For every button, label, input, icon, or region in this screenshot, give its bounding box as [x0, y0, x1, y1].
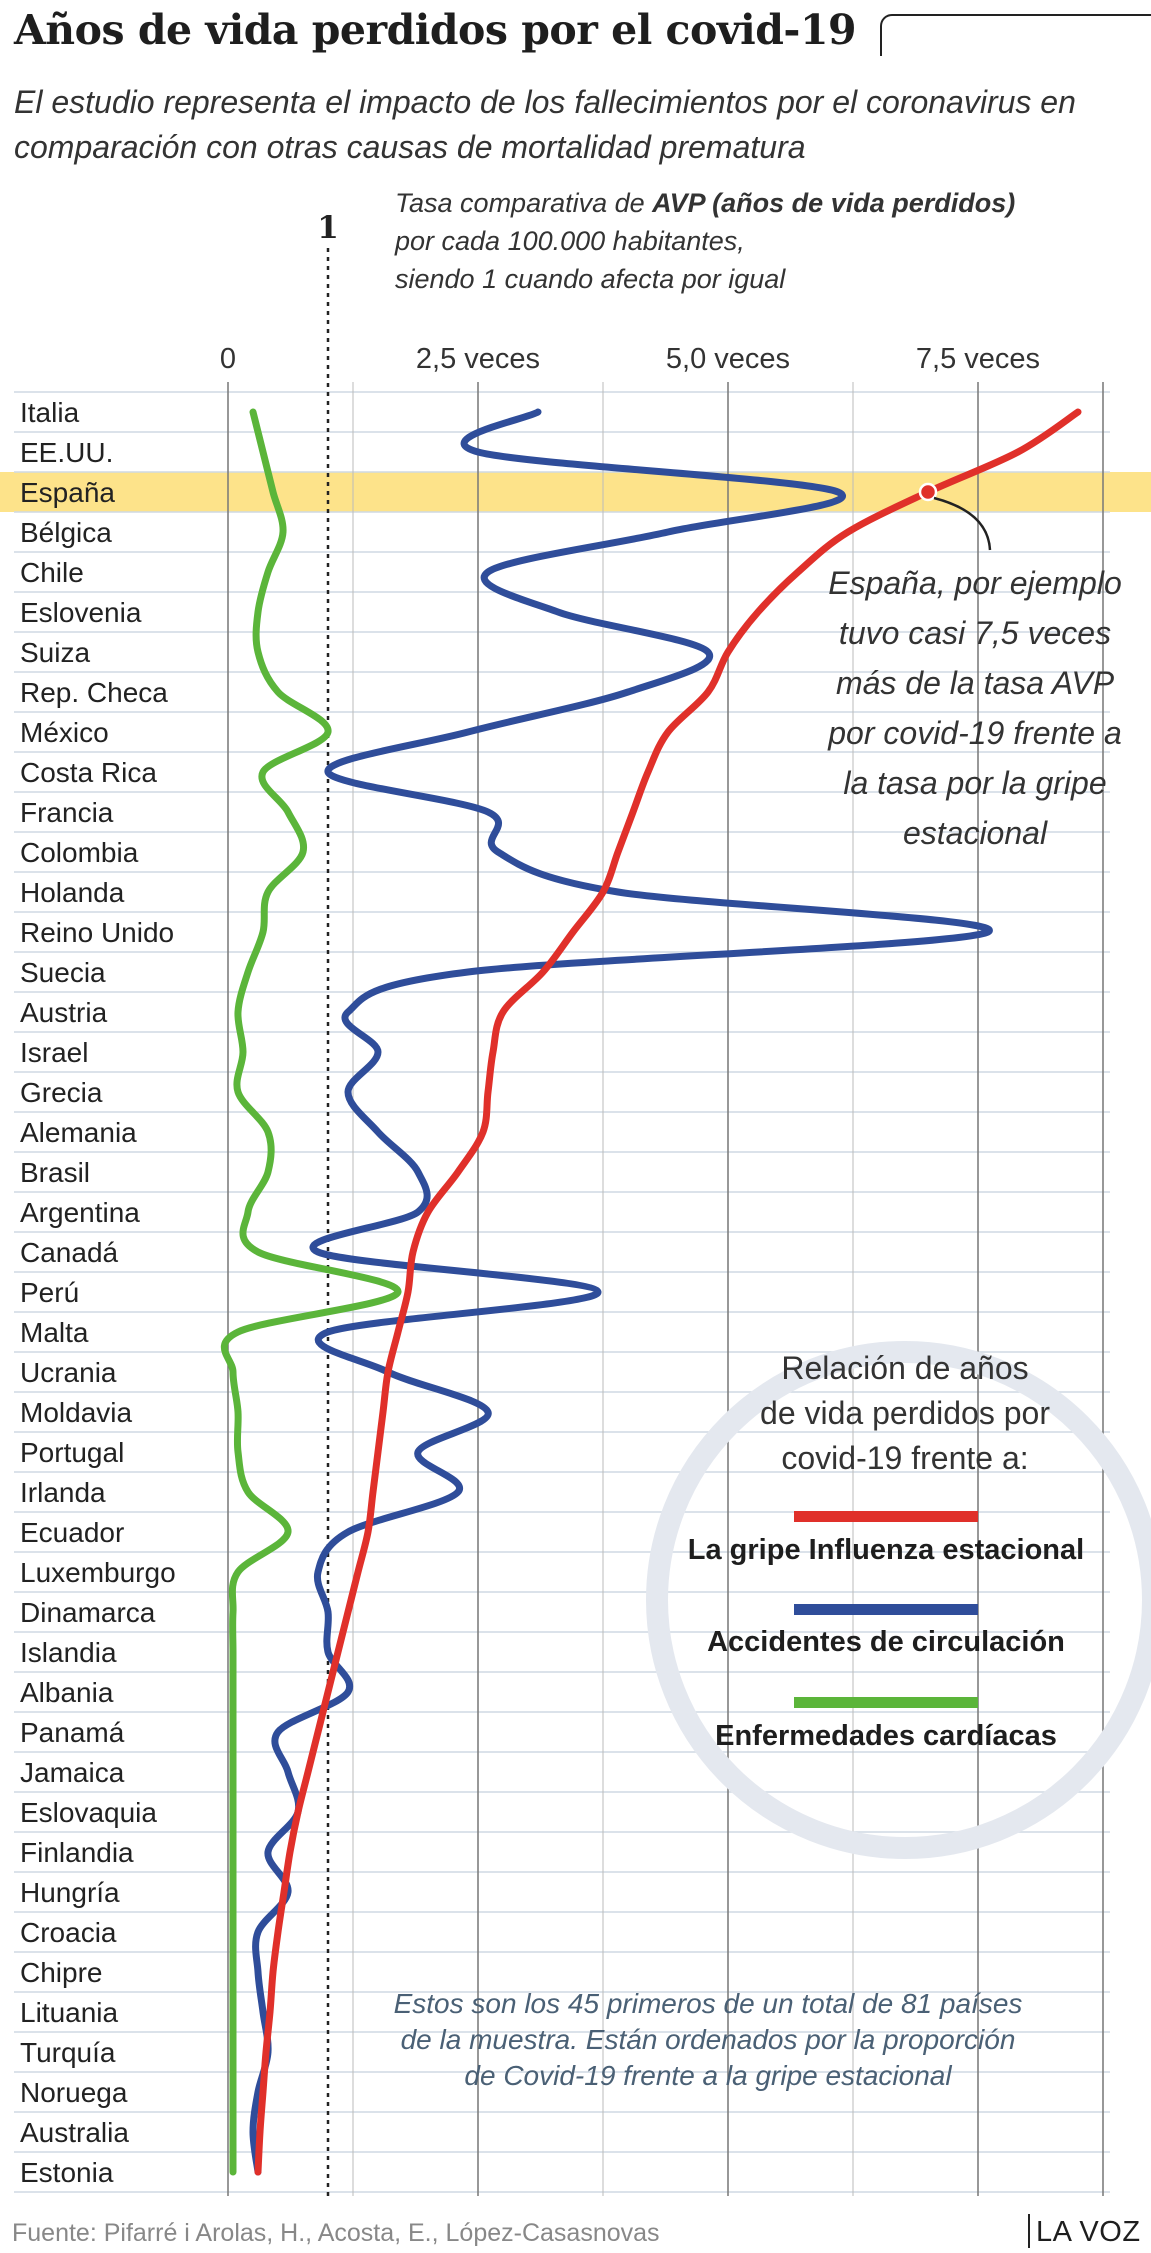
x-tick-label: 5,0 veces — [666, 343, 790, 375]
page-title: Años de vida perdidos por el covid-19 — [14, 6, 857, 54]
country-label: Argentina — [20, 1197, 140, 1228]
country-label: Bélgica — [20, 517, 112, 548]
annotation-line: tuvo casi 7,5 veces — [838, 615, 1112, 651]
country-label: Israel — [20, 1037, 88, 1068]
measure-bold: AVP (años de vida perdidos) — [652, 188, 1016, 218]
annotation-line: España, por ejemplo — [828, 565, 1122, 601]
country-label: Turquía — [20, 2037, 116, 2068]
country-label: Islandia — [20, 1637, 117, 1668]
series-line-gripe — [254, 408, 1082, 2176]
country-label: Jamaica — [20, 1757, 125, 1788]
country-label: Eslovaquia — [20, 1797, 157, 1828]
country-label: Albania — [20, 1677, 114, 1708]
country-label: México — [20, 717, 109, 748]
country-label: Brasil — [20, 1157, 90, 1188]
brand-divider — [1028, 2214, 1030, 2248]
annotation-line: por covid-19 frente a — [828, 715, 1122, 751]
corner-decoration — [880, 14, 1151, 56]
footnote: Estos son los 45 primeros de un total de… — [393, 1988, 1023, 2091]
annotation-line: más de la tasa AVP — [835, 665, 1115, 701]
x-tick-label: 7,5 veces — [916, 343, 1040, 375]
country-label: Costa Rica — [20, 757, 157, 788]
country-label: Grecia — [20, 1077, 103, 1108]
country-label: Hungría — [20, 1877, 120, 1908]
country-label: Australia — [20, 2117, 129, 2148]
country-label: Suecia — [20, 957, 106, 988]
country-label: Francia — [20, 797, 114, 828]
legend-ring — [646, 1341, 1151, 1859]
legend-label-cardiacas: Enfermedades cardíacas — [715, 1720, 1057, 1752]
source: Fuente: Pifarré i Arolas, H., Acosta, E.… — [12, 2219, 660, 2247]
country-label: Moldavia — [20, 1397, 132, 1428]
country-label: Croacia — [20, 1917, 117, 1948]
country-label: Colombia — [20, 837, 139, 868]
country-label: Chipre — [20, 1957, 102, 1988]
series-line-accidentes — [249, 408, 993, 2176]
country-label: Holanda — [20, 877, 125, 908]
country-label: Austria — [20, 997, 108, 1028]
legend-label-gripe: La gripe Influenza estacional — [687, 1534, 1085, 1566]
country-label: Chile — [20, 557, 84, 588]
country-label: Finlandia — [20, 1837, 134, 1868]
brand-logo: LA VOZ — [1036, 2216, 1141, 2248]
country-label: Italia — [20, 397, 80, 428]
country-label: Panamá — [20, 1717, 125, 1748]
annotation-leader-line — [933, 496, 992, 551]
country-label: Canadá — [20, 1237, 119, 1268]
country-label: EE.UU. — [20, 437, 113, 468]
country-label: Malta — [20, 1317, 89, 1348]
spain-marker — [918, 482, 938, 502]
country-label: Reino Unido — [20, 917, 174, 948]
subtitle: El estudio representa el impacto de los … — [14, 84, 1076, 165]
country-labels: Italia EE.UU. España Bélgica Chile Eslovenia S… — [20, 397, 176, 2188]
measure-line-2: por cada 100.000 habitantes, — [395, 226, 745, 256]
series-lines — [220, 408, 1082, 2176]
country-label: Lituania — [20, 1997, 119, 2028]
spain-annotation: España, por ejemplo tuvo casi 7,5 veces … — [800, 558, 1150, 858]
country-label: Perú — [20, 1277, 79, 1308]
country-label: Ucrania — [20, 1357, 117, 1388]
x-tick-label: 2,5 veces — [416, 343, 540, 375]
legend-title: Relación de años de vida perdidos por co… — [760, 1350, 1050, 1476]
measure-description: Tasa comparativa de AVP (años de vida pe… — [395, 184, 1015, 298]
measure-line-3: siendo 1 cuando afecta por igual — [395, 264, 786, 294]
country-label: Rep. Checa — [20, 677, 168, 708]
measure-line-1: Tasa comparativa de AVP (años de vida pe… — [395, 188, 1016, 218]
country-label: Suiza — [20, 637, 90, 668]
legend-label-accidentes: Accidentes de circulación — [707, 1626, 1065, 1658]
country-label: España — [20, 477, 115, 508]
vertical-gridlines — [227, 382, 1104, 2196]
x-tick-label: 0 — [220, 343, 236, 375]
reference-label: 1 — [317, 210, 339, 246]
row-lines — [14, 391, 1110, 2193]
country-label: Estonia — [20, 2157, 114, 2188]
annotation-line: estacional — [902, 815, 1048, 851]
legend-swatch-gripe — [794, 1511, 978, 1522]
x-tick-labels: 0 2,5 veces 5,0 veces 7,5 veces — [220, 343, 1040, 375]
country-label: Alemania — [20, 1117, 137, 1148]
legend-swatch-accidentes — [794, 1604, 978, 1615]
annotation-line: la tasa por la gripe — [843, 765, 1107, 801]
country-label: Noruega — [20, 2077, 128, 2108]
country-label: Dinamarca — [20, 1597, 156, 1628]
country-label: Irlanda — [20, 1477, 106, 1508]
country-label: Luxemburgo — [20, 1557, 176, 1588]
country-label: Ecuador — [20, 1517, 124, 1548]
country-label: Portugal — [20, 1437, 124, 1468]
legend-swatch-cardiacas — [794, 1697, 978, 1708]
series-line-cardiacas — [220, 408, 402, 2176]
country-label: Eslovenia — [20, 597, 142, 628]
